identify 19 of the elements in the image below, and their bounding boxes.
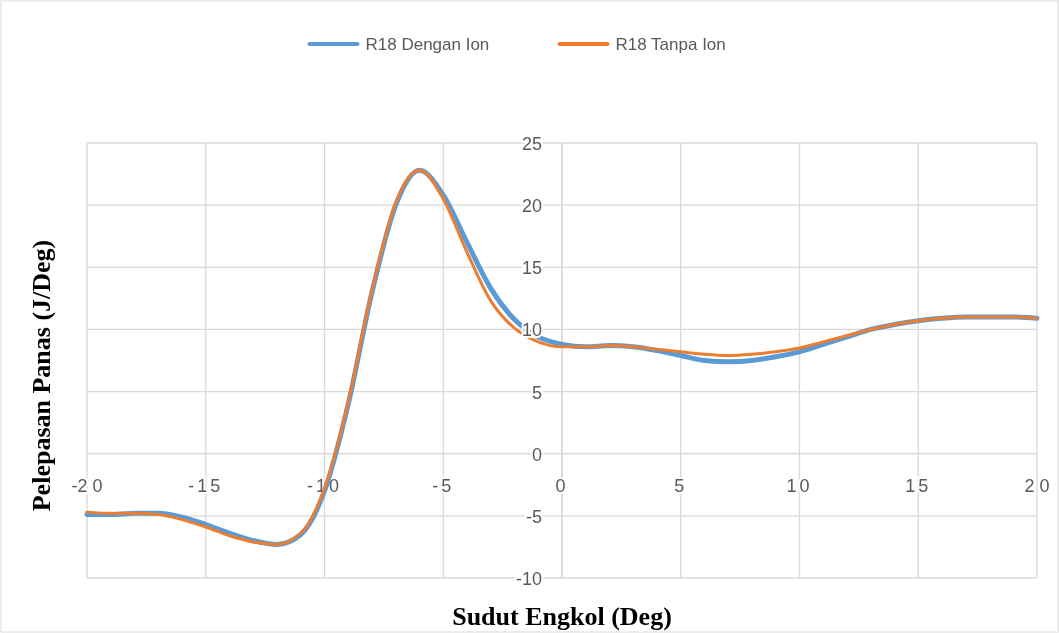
x-tick-label: -15 <box>188 475 224 496</box>
legend-label: R18 Dengan Ion <box>365 35 490 54</box>
x-tick-label: 2 0 <box>1024 475 1050 496</box>
legend-label: R18 Tanpa Ion <box>615 35 726 54</box>
y-tick-label: 25 <box>521 134 542 154</box>
y-tick-label: 20 <box>521 196 542 217</box>
x-tick-label: 0 <box>555 475 569 496</box>
y-tick-label: 15 <box>521 258 542 279</box>
y-axis-title: Pelepasan Panas (J/Deg) <box>27 239 56 512</box>
x-tick-label: 5 <box>674 475 688 496</box>
x-tick-label: 10 <box>786 475 813 496</box>
y-tick-label: -10 <box>515 569 542 589</box>
x-tick-label: 15 <box>905 475 932 496</box>
y-tick-label: -5 <box>525 506 542 527</box>
x-axis-title: Sudut Engkol (Deg) <box>452 602 672 631</box>
x-tick-label: -2 0 <box>71 475 103 496</box>
y-tick-label: 0 <box>531 444 542 465</box>
x-tick-label: -5 <box>432 475 455 496</box>
y-tick-label: 5 <box>531 382 542 403</box>
